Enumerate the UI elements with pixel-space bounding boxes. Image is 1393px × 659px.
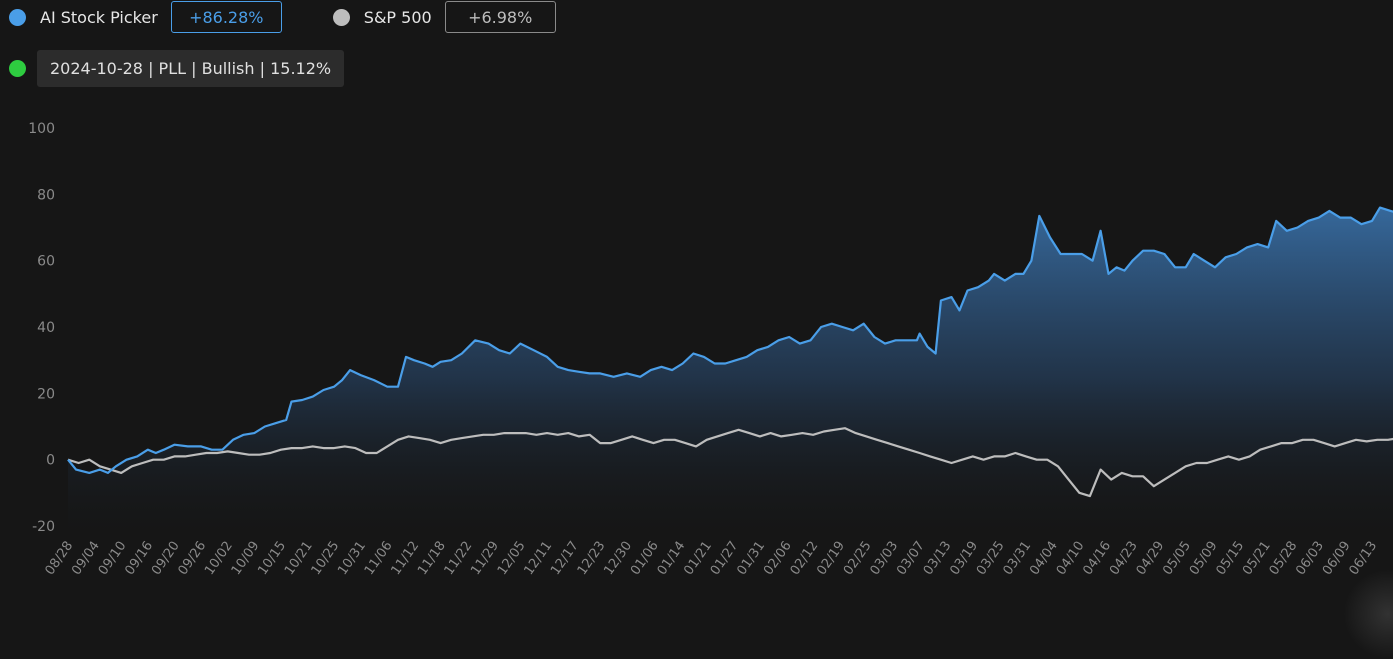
- ai-series-dot: [9, 8, 26, 26]
- y-tick-label: 80: [37, 187, 55, 203]
- corner-glow: [1343, 569, 1393, 659]
- y-tick-label: 20: [37, 386, 55, 402]
- sp500-series-line: [67, 427, 1393, 498]
- y-tick-label: -20: [32, 519, 55, 535]
- series-layer: [67, 206, 1393, 546]
- signal-info-badge: 2024-10-28 | PLL | Bullish | 15.12%: [37, 50, 345, 87]
- y-tick-label: 100: [28, 121, 55, 137]
- ai-series-area: [68, 207, 1393, 546]
- signal-dot: [9, 60, 26, 77]
- y-axis: -20 0 20 40 60 80 100: [28, 121, 55, 535]
- ai-series-line: [67, 206, 1393, 474]
- legend-row: AI Stock Picker +86.28% S&P 500 +6.98%: [0, 0, 556, 34]
- sp500-return-badge: +6.98%: [444, 1, 556, 33]
- sp500-series-dot: [332, 8, 350, 26]
- y-tick-label: 60: [37, 254, 55, 270]
- y-tick-label: 40: [37, 320, 55, 336]
- ai-series-label: AI Stock Picker: [40, 7, 158, 27]
- y-tick-label: 0: [46, 453, 55, 469]
- sp500-series-label: S&P 500: [363, 7, 432, 27]
- signal-row: 2024-10-28 | PLL | Bullish | 15.12%: [0, 50, 345, 87]
- ai-return-badge: +86.28%: [170, 1, 282, 33]
